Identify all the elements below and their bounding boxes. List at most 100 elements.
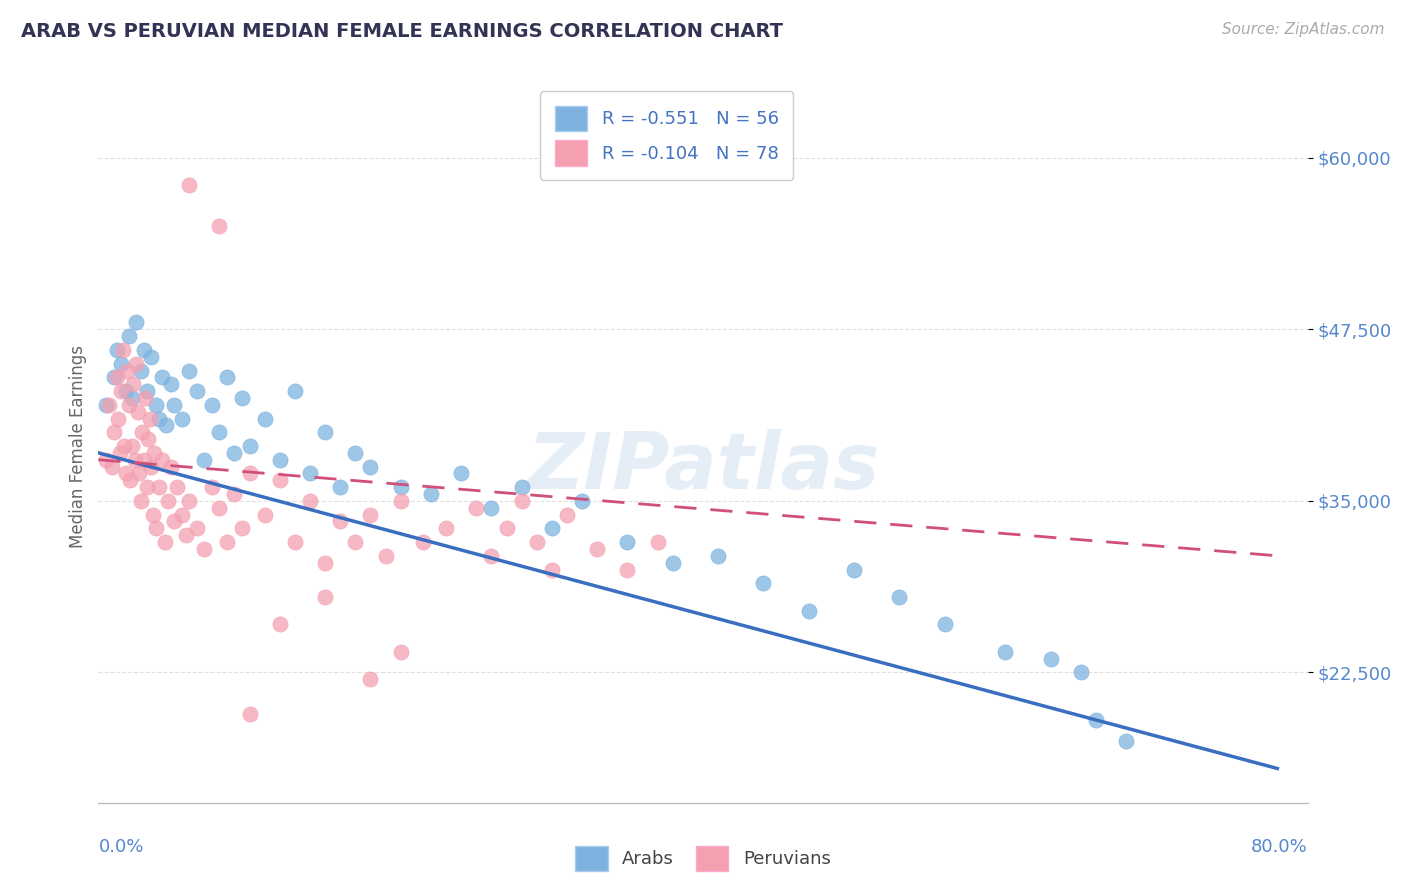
Point [495, 521, 517, 535]
Point [142, 508, 165, 522]
Point [1039, 651, 1062, 665]
Point [231, 521, 253, 535]
Point [179, 178, 201, 193]
Point [135, 384, 157, 398]
Point [186, 384, 208, 398]
Point [124, 452, 146, 467]
Point [465, 500, 488, 515]
Point [156, 494, 179, 508]
Point [141, 459, 163, 474]
Text: 0.0%: 0.0% [98, 838, 143, 855]
Point [131, 425, 153, 440]
Point [94, 398, 117, 412]
Point [122, 377, 145, 392]
Point [253, 508, 276, 522]
Point [434, 521, 457, 535]
Point [253, 411, 276, 425]
Point [360, 459, 382, 474]
Point [329, 515, 352, 529]
Point [115, 363, 138, 377]
Point [110, 357, 132, 371]
Point [150, 452, 173, 467]
Point [141, 350, 163, 364]
Point [284, 384, 307, 398]
Point [208, 500, 231, 515]
Point [118, 329, 141, 343]
Point [150, 370, 173, 384]
Point [134, 391, 156, 405]
Point [284, 535, 307, 549]
Point [132, 343, 155, 357]
Text: Source: ZipAtlas.com: Source: ZipAtlas.com [1222, 22, 1385, 37]
Point [193, 452, 215, 467]
Point [121, 391, 143, 405]
Point [128, 467, 150, 481]
Point [114, 384, 136, 398]
Point [389, 480, 412, 494]
Point [224, 487, 246, 501]
Point [145, 398, 167, 412]
Point [125, 357, 148, 371]
Point [143, 446, 166, 460]
Point [155, 418, 177, 433]
Point [110, 384, 132, 398]
Point [994, 645, 1017, 659]
Point [329, 480, 352, 494]
Point [239, 439, 262, 453]
Point [1070, 665, 1092, 680]
Point [135, 480, 157, 494]
Point [389, 645, 412, 659]
Point [616, 535, 638, 549]
Point [98, 398, 121, 412]
Point [540, 562, 562, 576]
Point [111, 343, 134, 357]
Point [269, 452, 291, 467]
Point [215, 535, 238, 549]
Point [526, 535, 548, 549]
Point [193, 541, 215, 556]
Legend: Arabs, Peruvians: Arabs, Peruvians [568, 838, 838, 879]
Point [208, 425, 231, 440]
Point [201, 480, 224, 494]
Text: ARAB VS PERUVIAN MEDIAN FEMALE EARNINGS CORRELATION CHART: ARAB VS PERUVIAN MEDIAN FEMALE EARNINGS … [21, 22, 783, 41]
Point [163, 398, 186, 412]
Point [412, 535, 434, 549]
Point [139, 411, 162, 425]
Point [94, 452, 117, 467]
Point [555, 508, 578, 522]
Point [481, 500, 503, 515]
Point [571, 494, 593, 508]
Point [160, 377, 183, 392]
Point [481, 549, 503, 563]
Point [179, 363, 201, 377]
Point [586, 541, 609, 556]
Point [510, 494, 533, 508]
Point [103, 425, 125, 440]
Point [797, 604, 820, 618]
Point [153, 535, 176, 549]
Point [129, 494, 152, 508]
Point [160, 459, 183, 474]
Y-axis label: Median Female Earnings: Median Female Earnings [69, 344, 87, 548]
Point [616, 562, 638, 576]
Point [450, 467, 472, 481]
Point [127, 405, 149, 419]
Point [360, 508, 382, 522]
Point [647, 535, 669, 549]
Point [105, 370, 128, 384]
Point [299, 494, 322, 508]
Point [105, 343, 128, 357]
Point [239, 467, 262, 481]
Legend: R = -0.551   N = 56, R = -0.104   N = 78: R = -0.551 N = 56, R = -0.104 N = 78 [540, 91, 793, 180]
Point [314, 425, 336, 440]
Point [163, 515, 186, 529]
Point [120, 473, 142, 487]
Point [129, 363, 152, 377]
Point [118, 398, 141, 412]
Point [269, 617, 291, 632]
Point [314, 556, 336, 570]
Point [108, 446, 131, 460]
Point [239, 706, 262, 721]
Point [752, 576, 775, 591]
Point [101, 459, 124, 474]
